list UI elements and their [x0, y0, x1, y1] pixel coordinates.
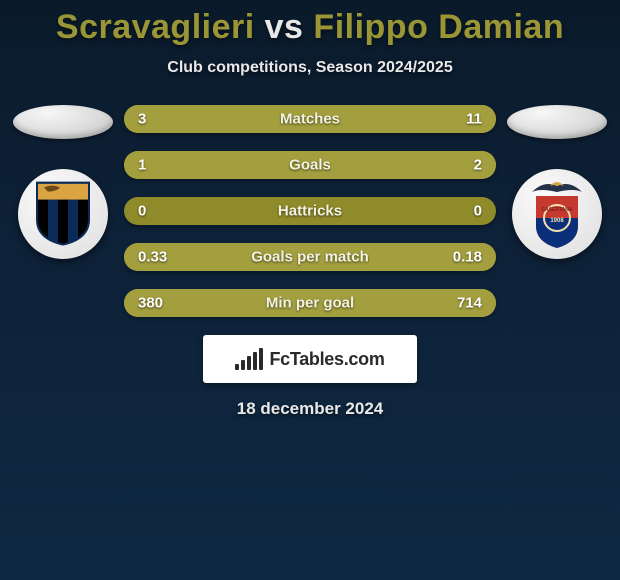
- right-column: CASERTANA 1908: [502, 105, 612, 259]
- stat-value-left: 3: [138, 111, 146, 128]
- stat-value-left: 0: [138, 203, 146, 220]
- logo-bar-icon: [259, 348, 263, 370]
- stat-value-right: 0: [474, 203, 482, 220]
- logo-text: FcTables.com: [269, 349, 384, 370]
- stat-fill-left: [124, 105, 202, 133]
- player1-name: Scravaglieri: [56, 8, 255, 46]
- svg-text:1908: 1908: [550, 218, 564, 224]
- main-row: 3 11 Matches 1 2 Goals 0 0 Hattricks 0.33 0.18 Goal…: [0, 105, 620, 317]
- logo-bar-icon: [241, 360, 245, 370]
- stat-bar: 3 11 Matches: [124, 105, 496, 133]
- latina-badge-icon: [34, 180, 92, 246]
- casertana-badge-icon: CASERTANA 1908: [526, 178, 588, 250]
- stat-value-right: 2: [474, 157, 482, 174]
- left-column: [8, 105, 118, 259]
- stat-value-left: 380: [138, 295, 163, 312]
- stats-column: 3 11 Matches 1 2 Goals 0 0 Hattricks 0.33 0.18 Goal…: [118, 105, 502, 317]
- logo-bar-icon: [247, 356, 251, 370]
- stat-value-right: 714: [457, 295, 482, 312]
- player1-portrait-placeholder: [13, 105, 113, 139]
- logo-bar-icon: [253, 352, 257, 370]
- player2-name: Filippo Damian: [313, 8, 564, 46]
- stat-label: Min per goal: [266, 295, 354, 312]
- stat-label: Goals: [289, 157, 331, 174]
- date-label: 18 december 2024: [0, 399, 620, 419]
- stat-label: Goals per match: [251, 249, 369, 266]
- stat-value-right: 0.18: [453, 249, 482, 266]
- club-badge-right: CASERTANA 1908: [512, 169, 602, 259]
- comparison-title: Scravaglieri vs Filippo Damian: [0, 0, 620, 47]
- stat-fill-right: [202, 105, 496, 133]
- stat-bar: 380 714 Min per goal: [124, 289, 496, 317]
- logo-bars-icon: [235, 348, 263, 370]
- stat-fill-right: [247, 151, 496, 179]
- stat-value-right: 11: [466, 111, 482, 128]
- stat-label: Matches: [280, 111, 340, 128]
- logo-bar-icon: [235, 364, 239, 370]
- stat-bar: 0 0 Hattricks: [124, 197, 496, 225]
- fctables-logo: FcTables.com: [203, 335, 417, 383]
- stat-value-left: 0.33: [138, 249, 167, 266]
- stat-value-left: 1: [138, 157, 146, 174]
- player2-portrait-placeholder: [507, 105, 607, 139]
- svg-text:CASERTANA: CASERTANA: [541, 207, 572, 213]
- subtitle: Club competitions, Season 2024/2025: [0, 59, 620, 77]
- stat-bar: 0.33 0.18 Goals per match: [124, 243, 496, 271]
- club-badge-left: [18, 169, 108, 259]
- vs-label: vs: [265, 8, 304, 46]
- stat-bar: 1 2 Goals: [124, 151, 496, 179]
- stat-label: Hattricks: [278, 203, 342, 220]
